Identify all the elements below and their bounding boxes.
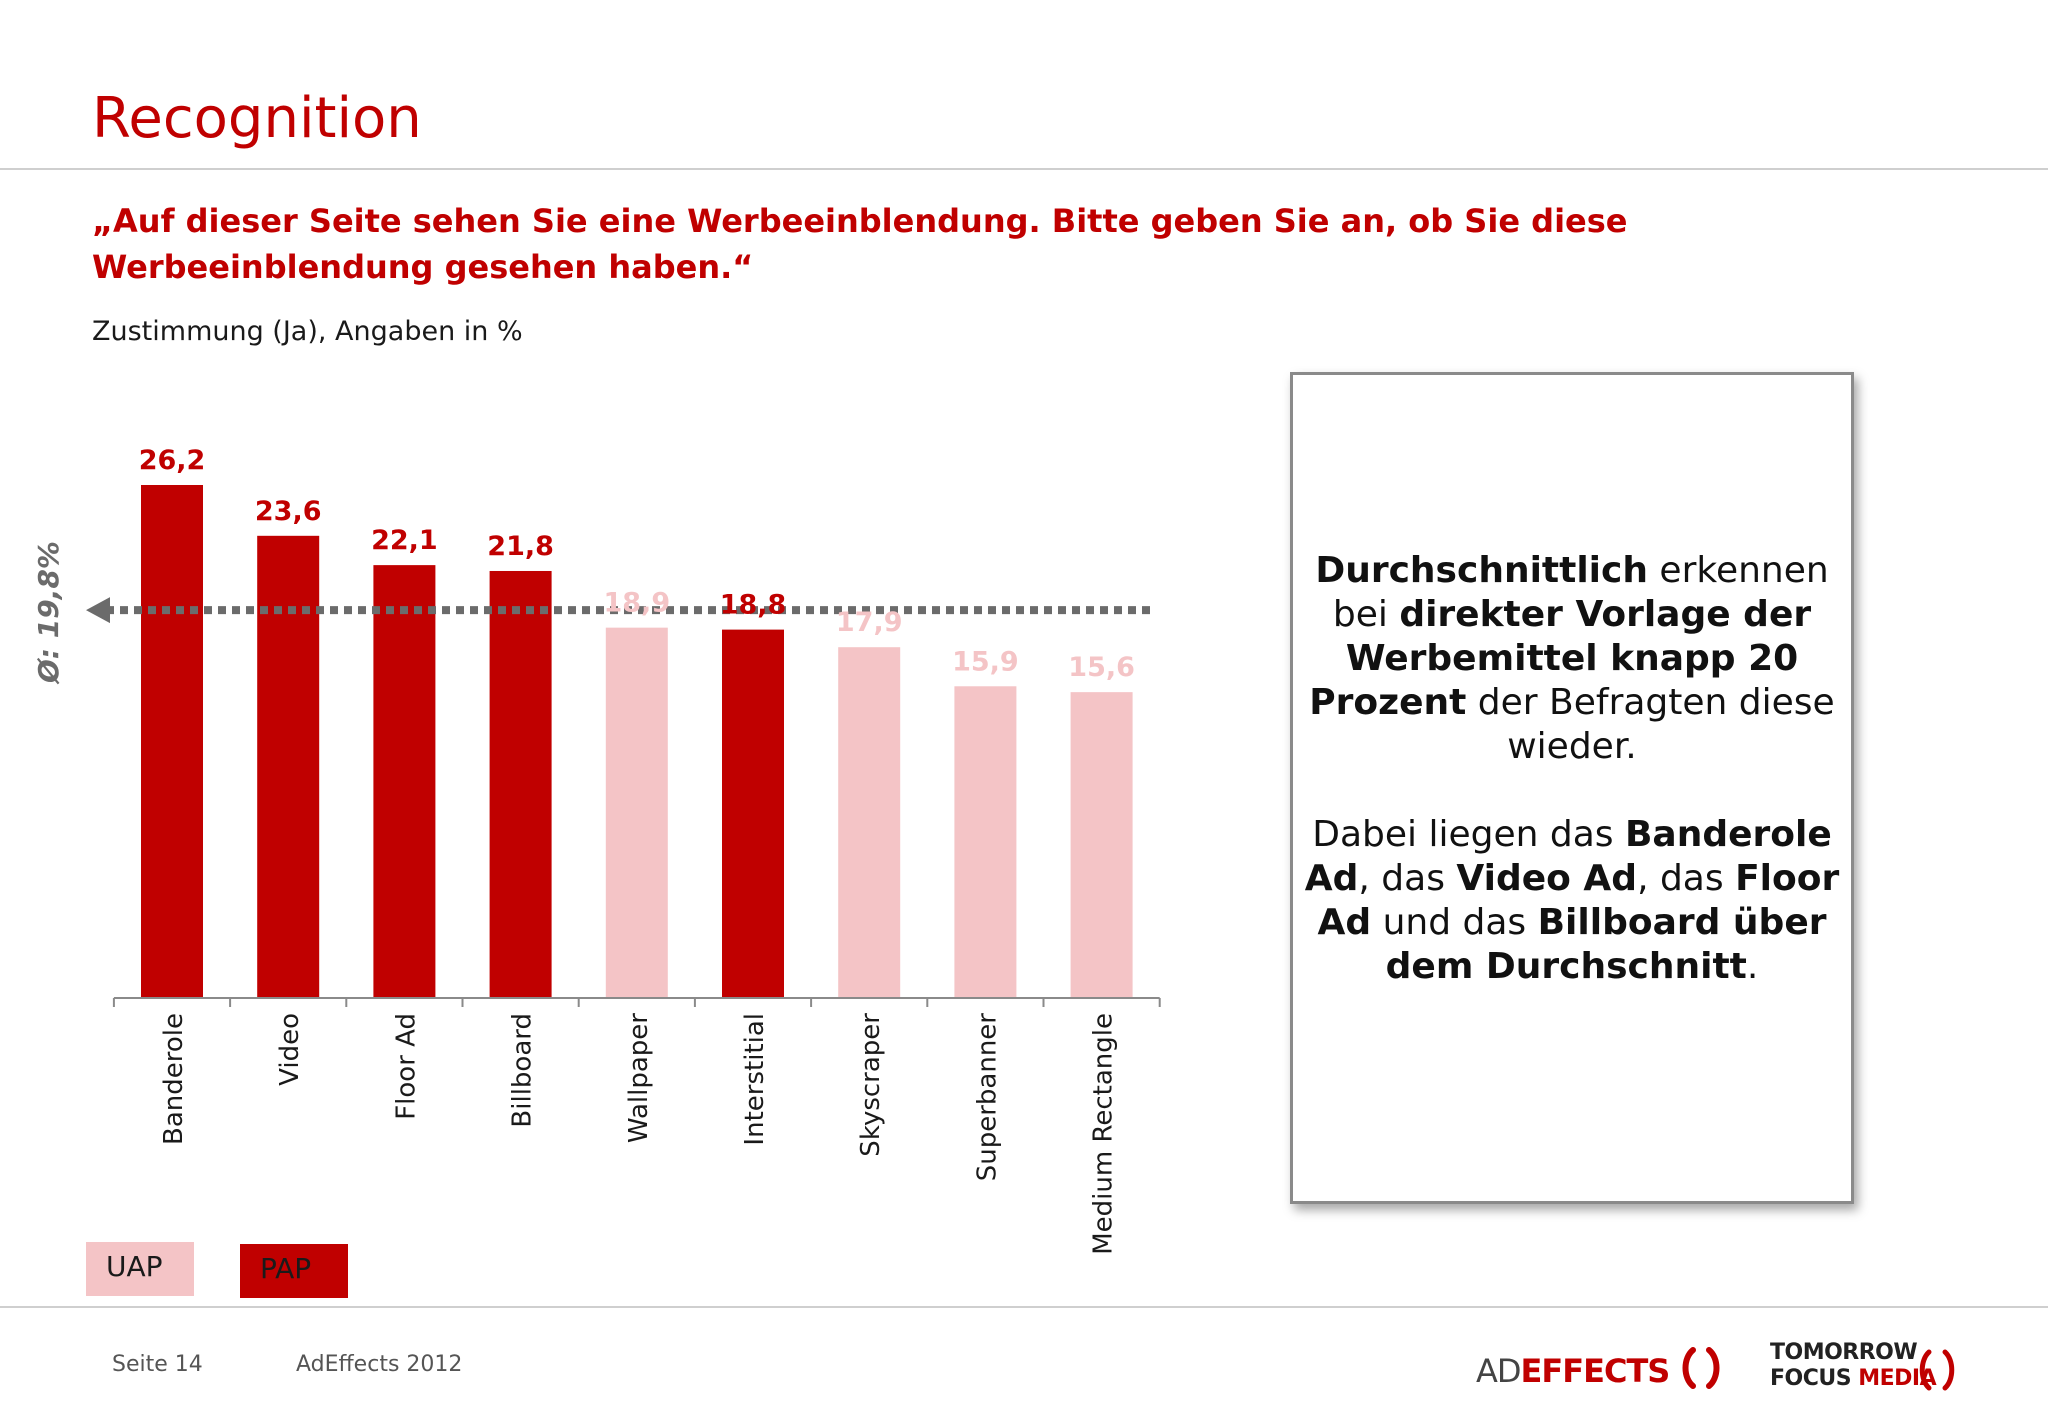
summary-text-run: Floor Ad — [1317, 858, 1840, 943]
summary-callout: Durchschnittlich erkennen bei direkter V… — [1290, 372, 1854, 1204]
summary-text-run: Video Ad — [1456, 858, 1638, 899]
category-label: Medium Rectangle — [1089, 1013, 1119, 1255]
summary-text-run: und das — [1371, 902, 1538, 943]
value-label: 18,9 — [603, 588, 670, 619]
summary-text-run: der Befragten diese wieder. — [1466, 682, 1835, 767]
summary-text-run: . — [1746, 946, 1759, 987]
bar-video — [257, 535, 320, 997]
value-label: 18,8 — [720, 590, 787, 621]
value-label: 15,9 — [952, 646, 1019, 677]
category-label: Interstitial — [740, 1013, 770, 1146]
summary-paragraph-1: Durchschnittlich erkennen bei direkter V… — [1303, 549, 1841, 769]
bar-wallpaper — [605, 627, 668, 997]
average-label: Ø: 19,8% — [32, 541, 65, 685]
summary-paragraph-2: Dabei liegen das Banderole Ad, das Video… — [1303, 813, 1841, 989]
value-label: 17,9 — [836, 607, 903, 638]
bar-interstitial — [722, 629, 784, 997]
summary-text-run: Durchschnittlich — [1315, 550, 1648, 591]
footer-divider — [0, 1306, 2048, 1308]
category-label: Floor Ad — [391, 1013, 421, 1120]
category-label: Billboard — [508, 1013, 538, 1128]
adeffects-logo-ad: AD — [1476, 1352, 1522, 1390]
page-title: Recognition — [92, 86, 422, 151]
summary-text: Durchschnittlich erkennen bei direkter V… — [1303, 549, 1841, 989]
recognition-bar-chart: Ø: 19,8% 26,2 23,6 22,1 21,8 18,9 18,8 17,9 15,9… — [32, 445, 1161, 1255]
tfm-logo-line2: FOCUS MEDIA — [1770, 1366, 1937, 1391]
footer-source: AdEffects 2012 — [296, 1352, 463, 1377]
adeffects-logo-effects: EFFECTS — [1520, 1352, 1671, 1390]
tomorrow-focus-media-logo: TOMORROW FOCUS MEDIA — [1770, 1340, 1970, 1400]
page-number: Seite 14 — [112, 1352, 203, 1377]
bar-medium-rectangle — [1070, 692, 1133, 997]
summary-text-run: Banderole Ad — [1304, 814, 1832, 899]
value-label: 26,2 — [139, 445, 206, 476]
average-arrow-icon — [86, 597, 110, 624]
category-label: Wallpaper — [624, 1013, 654, 1143]
summary-text-run: erkennen bei — [1332, 550, 1829, 635]
summary-text-run: Billboard über dem Durchschnitt — [1385, 902, 1827, 987]
summary-text-run: , das — [1358, 858, 1457, 899]
survey-question: „Auf dieser Seite sehen Sie eine Werbeei… — [92, 202, 1628, 286]
value-label: 15,6 — [1068, 652, 1135, 683]
summary-text-run: , das — [1637, 858, 1736, 899]
bar-floor-ad — [373, 565, 436, 997]
legend-uap: UAP — [86, 1242, 194, 1296]
tfm-logo-focus: FOCUS — [1770, 1366, 1859, 1391]
category-label: Superbanner — [972, 1013, 1002, 1182]
value-label: 23,6 — [255, 496, 322, 527]
summary-text-run: Dabei liegen das — [1312, 814, 1625, 855]
summary-text-run: direkter Vorlage der Werbemittel knapp 2… — [1309, 594, 1812, 723]
bar-skyscraper — [838, 647, 901, 997]
tfm-logo-line1: TOMORROW — [1770, 1340, 1918, 1365]
bracket-logo-icon — [1919, 1349, 1955, 1391]
header-divider — [0, 168, 2048, 170]
chart-subtitle: Zustimmung (Ja), Angaben in % — [92, 316, 523, 347]
value-label: 21,8 — [487, 531, 554, 562]
bracket-logo-icon — [1682, 1347, 1719, 1389]
category-label: Video — [275, 1013, 305, 1086]
bar-superbanner — [954, 686, 1017, 997]
category-label: Banderole — [159, 1013, 189, 1145]
value-label: 22,1 — [371, 525, 438, 556]
category-label: Skyscraper — [856, 1013, 886, 1157]
bar-banderole — [141, 485, 203, 997]
legend-pap: PAP — [240, 1244, 348, 1298]
bar-billboard — [489, 570, 552, 997]
adeffects-logo: ADEFFECTS — [1476, 1346, 1725, 1396]
